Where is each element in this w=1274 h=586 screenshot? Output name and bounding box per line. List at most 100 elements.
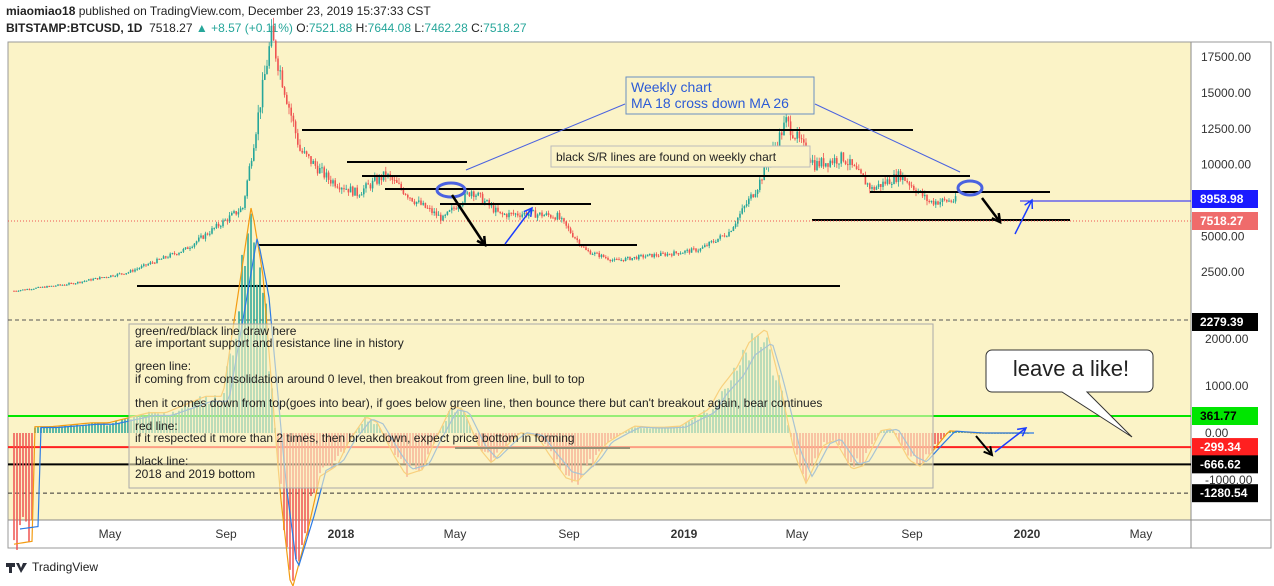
last-price-tag: 7518.27 [1200, 214, 1244, 228]
sr-note-box [550, 145, 811, 168]
candle-body [136, 268, 138, 270]
candle-body [888, 179, 891, 185]
candle-body [664, 253, 666, 256]
candle-body [367, 183, 369, 185]
candle-body [699, 248, 702, 251]
price-tick-label: 17500.00 [1201, 50, 1251, 64]
candle-body [908, 182, 911, 186]
candle-body [541, 212, 543, 217]
candle-body [708, 241, 710, 246]
candle-body [523, 212, 526, 215]
candle-body [954, 196, 957, 202]
candle-body [13, 290, 15, 292]
bottom-level-tag: -1280.54 [1200, 486, 1248, 500]
candle-body [299, 144, 301, 151]
candle-body [787, 117, 790, 122]
candle-body [554, 217, 556, 220]
candle-body [103, 277, 105, 279]
candle-body [827, 163, 829, 167]
footer[interactable]: TradingView [6, 560, 98, 574]
down-arrow [450, 194, 487, 246]
tradingview-logo-icon [6, 563, 27, 573]
time-tick-label: Sep [901, 527, 923, 541]
candle-body [567, 225, 570, 229]
plot-frame [7, 41, 1272, 549]
candle-body [684, 250, 686, 253]
osc-note-box [128, 323, 934, 489]
candle-body [435, 211, 438, 216]
candle-body [763, 166, 765, 181]
candle-body [558, 212, 561, 220]
price-tick-label: 2500.00 [1201, 265, 1245, 279]
histogram-bar [79, 426, 81, 433]
histogram-bar [940, 433, 942, 440]
candle-body [79, 281, 81, 283]
candle-body [904, 175, 906, 181]
osc-note-line: green/red/black line draw here [135, 324, 297, 338]
candle-body [404, 193, 407, 195]
candle-body [354, 187, 356, 196]
candle-body [563, 218, 565, 222]
candle-body [204, 233, 207, 239]
candle-body [33, 288, 35, 290]
low-value: 7462.28 [424, 21, 468, 35]
histogram-bar [952, 431, 954, 433]
candle-body [277, 58, 279, 71]
histogram-bar [73, 426, 75, 433]
candle-body [92, 278, 94, 281]
candle-body [470, 191, 473, 197]
candle-body [635, 256, 638, 260]
candle-body [360, 194, 363, 196]
candle-body [55, 285, 57, 287]
candle-body [121, 273, 123, 275]
histogram-bar [52, 427, 54, 433]
candle-body [279, 70, 281, 72]
candle-body [35, 287, 37, 289]
histogram-bar [115, 420, 117, 433]
candle-body [484, 201, 486, 204]
candle-body [424, 202, 427, 208]
candle-body [347, 188, 350, 193]
candle-body [840, 152, 842, 164]
candle-body [602, 254, 605, 258]
candle-body [123, 273, 125, 275]
green-level-tag-bg [1192, 406, 1258, 425]
histogram-bar [82, 425, 84, 433]
histogram-bar [25, 433, 27, 522]
candle-body [550, 215, 552, 218]
candle-body [886, 179, 889, 184]
histogram-bar [289, 433, 291, 570]
candle-body [50, 285, 53, 287]
candle-body [497, 207, 499, 212]
histogram-bar [49, 426, 51, 433]
candle-body [125, 273, 127, 275]
candle-body [734, 223, 737, 228]
candle-body [283, 87, 286, 95]
osc-tick-label: 0.00 [1205, 426, 1229, 440]
published-line: published on TradingView.com, December 2… [75, 4, 431, 18]
candle-body [426, 207, 429, 209]
candle-body [314, 160, 317, 166]
candle-body [83, 281, 86, 283]
candle-body [730, 230, 732, 232]
pointer-line [814, 103, 961, 173]
red-level-tag-bg [1192, 438, 1258, 457]
candle-body [836, 158, 838, 164]
price-tick-label: 10000.00 [1201, 158, 1251, 172]
candle-body [239, 208, 242, 213]
candle-body [429, 208, 431, 210]
up-arrow [1014, 199, 1033, 235]
candle-body [149, 262, 152, 265]
candle-body [510, 212, 512, 214]
candle-body [292, 115, 295, 122]
candle-body [85, 280, 88, 282]
last-price: 7518.27 [149, 21, 193, 35]
candle-body [488, 200, 490, 206]
candle-body [519, 215, 521, 217]
histogram-bar [94, 423, 96, 433]
candle-body [932, 200, 935, 205]
brand-label: TradingView [32, 560, 99, 574]
candle-body [112, 275, 114, 277]
candle-body [814, 160, 816, 171]
